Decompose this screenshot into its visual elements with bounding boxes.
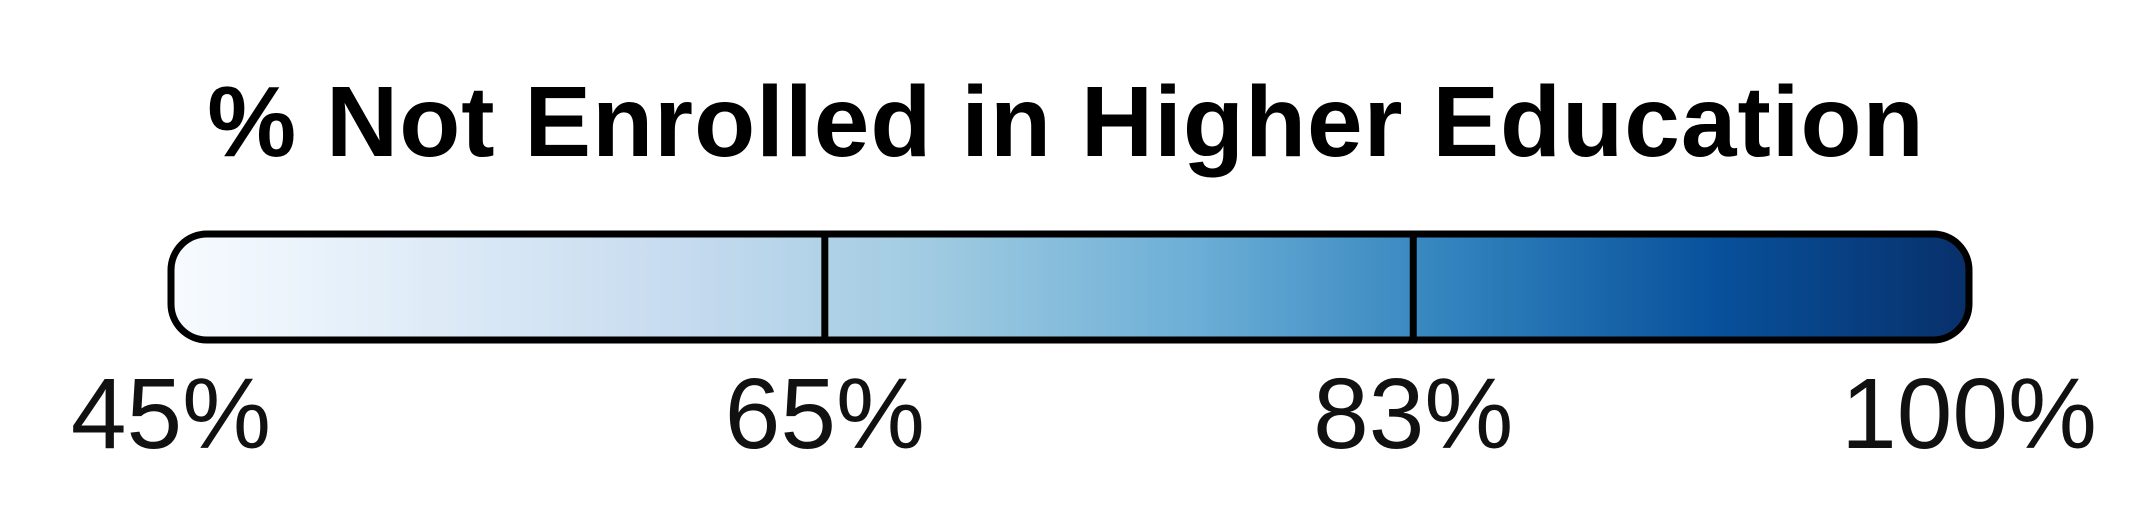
tick-labels: 45% 65% 83% 100%	[71, 358, 2097, 470]
gradient-bar	[167, 230, 1973, 344]
break-dividers	[821, 234, 1417, 340]
tick-label: 100%	[1841, 358, 2097, 470]
tick-label: 45%	[71, 358, 271, 470]
tick-label: 83%	[1313, 358, 1513, 470]
legend-title: % Not Enrolled in Higher Education	[207, 66, 1925, 178]
tick-label: 65%	[725, 358, 925, 470]
